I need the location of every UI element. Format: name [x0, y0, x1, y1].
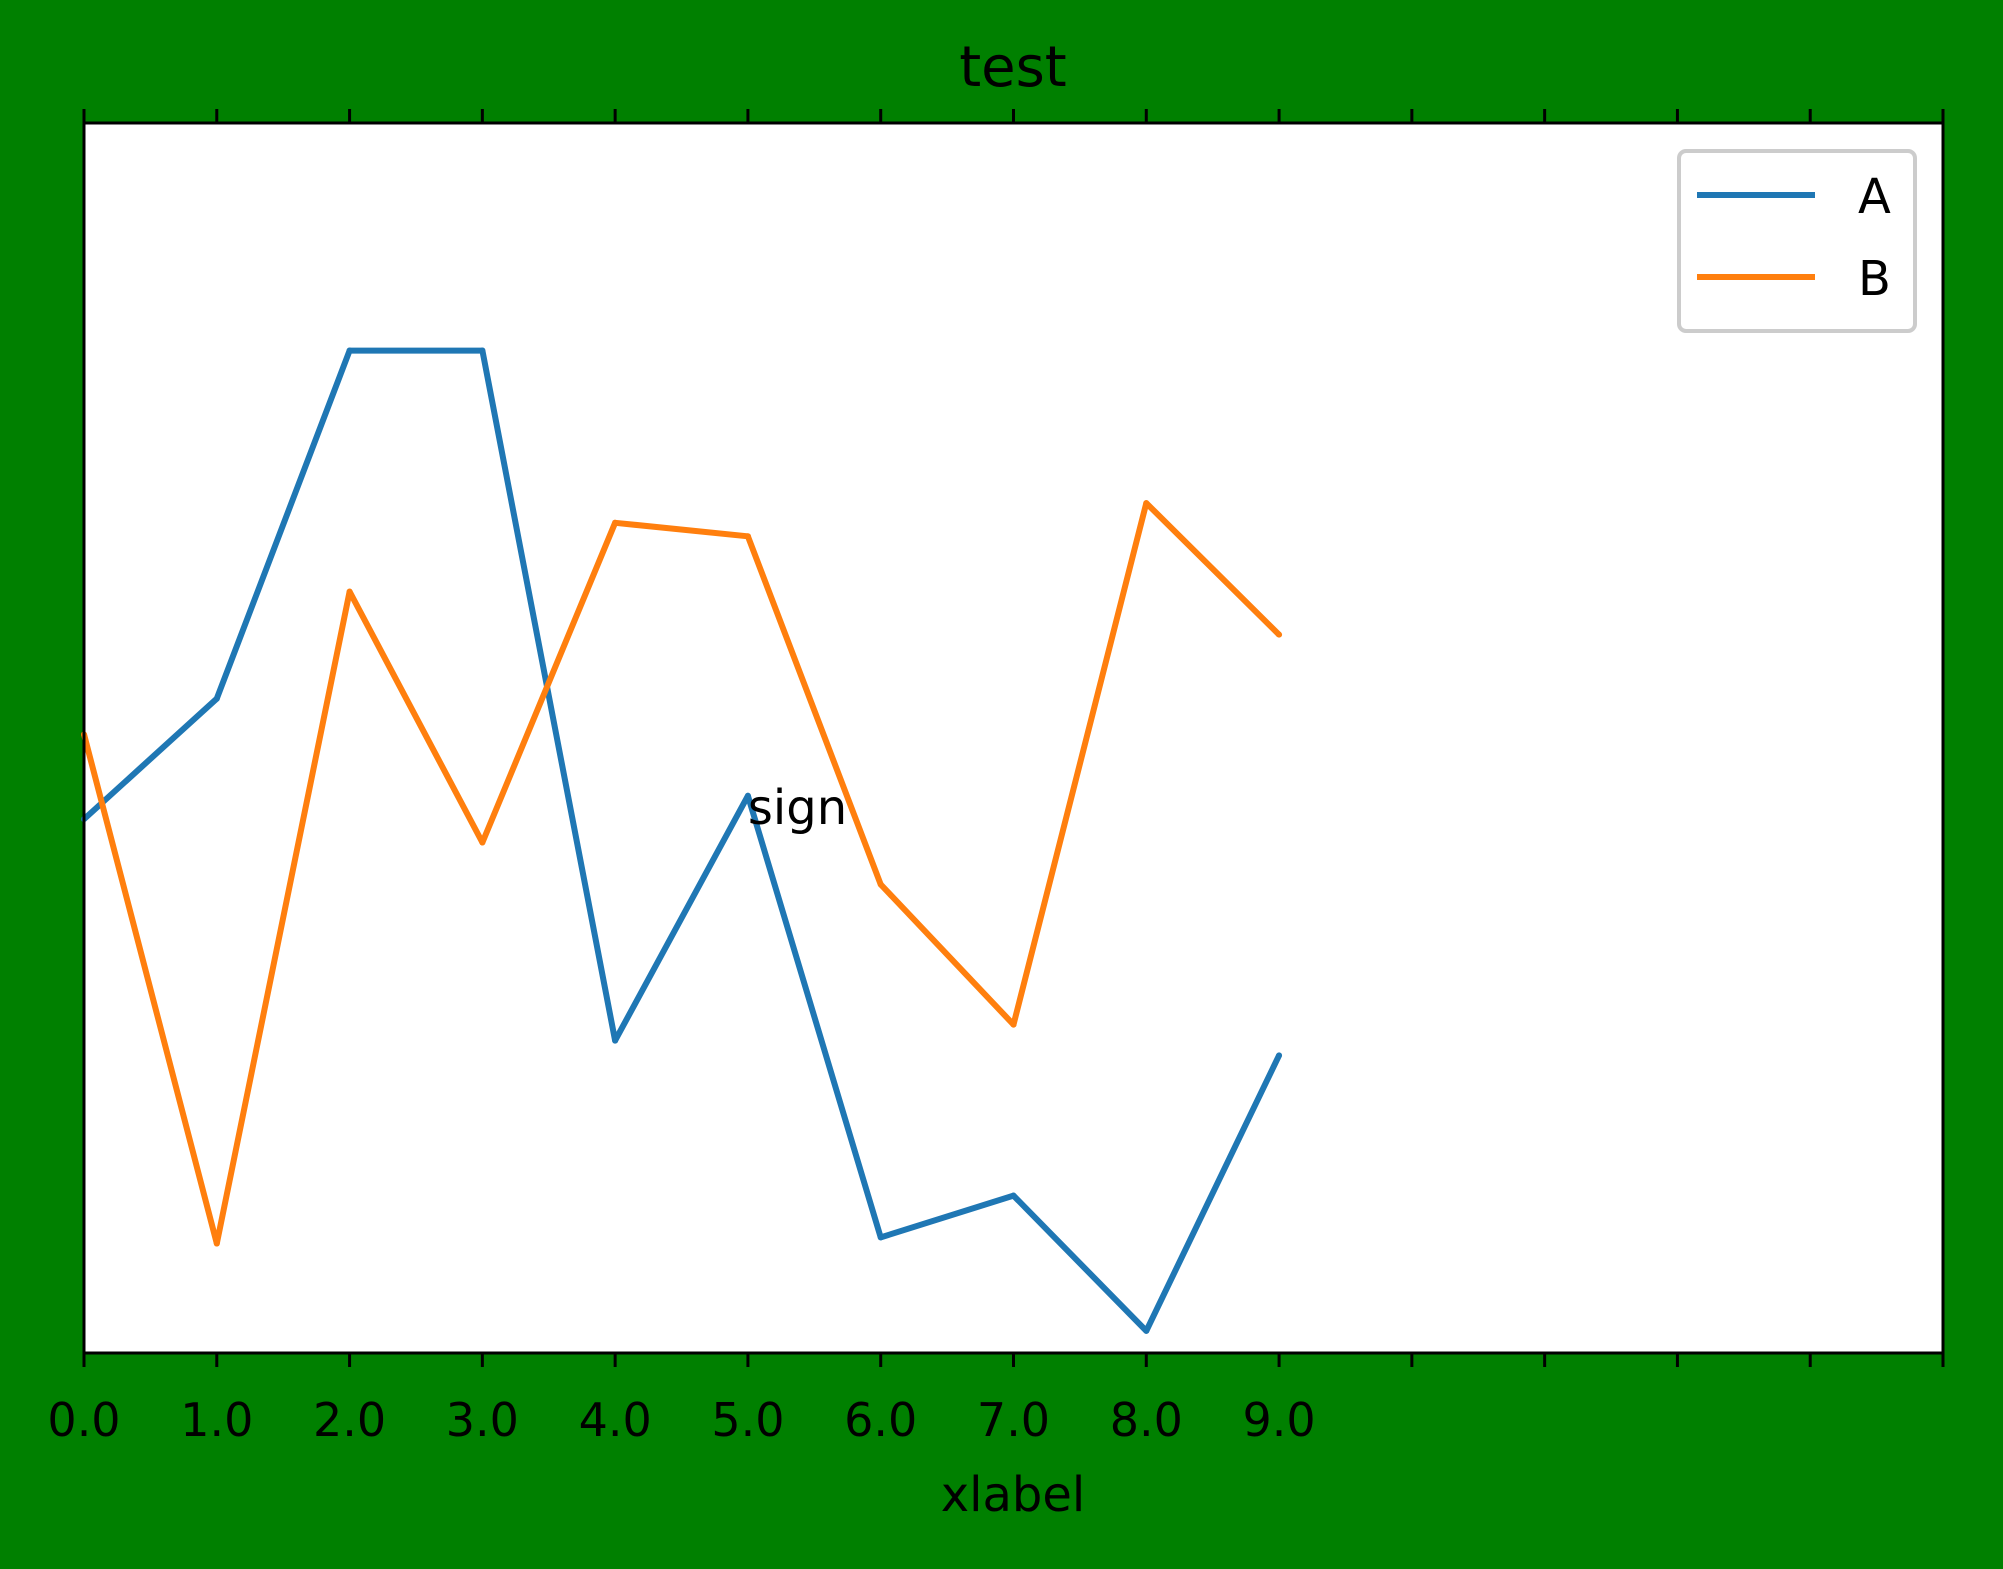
- data-point-b-7: [1010, 1021, 1017, 1028]
- plot-area: [84, 123, 1943, 1353]
- series-line-b: [81, 500, 1282, 1247]
- data-point-a-7: [1010, 1192, 1017, 1199]
- x-tick-label-6: 6.0: [844, 1393, 917, 1447]
- x-axis-label: xlabel: [941, 1467, 1086, 1523]
- data-point-b-4: [612, 519, 619, 526]
- x-tick-label-9: 9.0: [1242, 1393, 1315, 1447]
- data-point-a-9: [1276, 1052, 1283, 1059]
- legend-label-a: A: [1858, 169, 1891, 225]
- x-tick-label-7: 7.0: [977, 1393, 1050, 1447]
- x-tick-label-8: 8.0: [1110, 1393, 1183, 1447]
- x-tick-label-1: 1.0: [180, 1393, 253, 1447]
- x-tick-label-0: 0.0: [47, 1393, 120, 1447]
- data-point-b-1: [213, 1240, 220, 1247]
- data-point-a-6: [877, 1234, 884, 1241]
- legend-label-b: B: [1858, 251, 1891, 307]
- data-point-b-6: [877, 881, 884, 888]
- data-point-b-3: [479, 839, 486, 846]
- chart-title: test: [959, 35, 1067, 100]
- annotation-sign: sign: [748, 780, 847, 836]
- data-point-b-8: [1143, 500, 1150, 507]
- x-tick-label-2: 2.0: [313, 1393, 386, 1447]
- data-point-a-3: [479, 347, 486, 354]
- data-point-a-8: [1143, 1327, 1150, 1334]
- legend: A B: [1677, 149, 1917, 333]
- data-point-a-1: [213, 695, 220, 702]
- tick-layer: 0.0 1.0 2.0 3.0 4.0 5.0 6.0 7.0 8.0 9.0: [47, 109, 1945, 1447]
- x-tick-label-4: 4.0: [579, 1393, 652, 1447]
- series-line-a: [81, 347, 1282, 1334]
- data-point-a-2: [346, 347, 353, 354]
- x-tick-label-5: 5.0: [711, 1393, 784, 1447]
- data-point-b-9: [1276, 631, 1283, 638]
- data-point-a-4: [612, 1037, 619, 1044]
- data-point-b-5: [744, 533, 751, 540]
- data-point-b-2: [346, 588, 353, 595]
- x-tick-label-3: 3.0: [446, 1393, 519, 1447]
- data-point-a-5: [744, 792, 751, 799]
